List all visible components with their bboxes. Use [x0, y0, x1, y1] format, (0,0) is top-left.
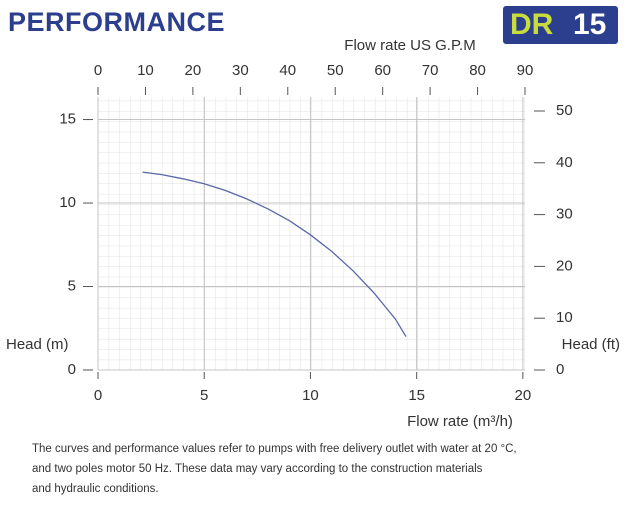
y2-tick-label: 10 [556, 309, 573, 326]
y-tick-label: 5 [68, 277, 76, 294]
badge-number: 15 [573, 8, 606, 41]
y-tick-label: 0 [68, 361, 76, 378]
y2-tick-label: 20 [556, 257, 573, 274]
y2-tick-label: 30 [556, 206, 573, 223]
x2-tick-label: 10 [137, 62, 154, 79]
y-axis-title: Head (m) [6, 336, 69, 353]
x2-tick-label: 60 [374, 62, 391, 79]
y-tick-label: 15 [59, 111, 76, 128]
x2-tick-label: 20 [185, 62, 202, 79]
x2-axis-title: Flow rate US G.P.M [344, 37, 475, 54]
badge [503, 6, 618, 44]
x-tick-label: 15 [408, 387, 425, 404]
x-tick-label: 20 [515, 387, 532, 404]
performance-curve [142, 171, 407, 337]
plot-grid [98, 97, 525, 370]
x-tick-label: 5 [200, 387, 208, 404]
y2-tick-label: 50 [556, 102, 573, 119]
x-tick-label: 10 [302, 387, 319, 404]
x2-tick-label: 70 [422, 62, 439, 79]
x2-tick-label: 50 [327, 62, 344, 79]
x-tick-label: 0 [94, 387, 102, 404]
page-title: PERFORMANCE [8, 7, 225, 37]
x2-tick-label: 40 [279, 62, 296, 79]
x-axis-title: Flow rate (m³/h) [407, 413, 513, 430]
footnote-line: and two poles motor 50 Hz. These data ma… [32, 463, 483, 475]
y-tick-label: 10 [59, 194, 76, 211]
x2-tick-label: 30 [232, 62, 249, 79]
x2-tick-label: 90 [517, 62, 534, 79]
y2-axis-title: Head (ft) [562, 336, 620, 353]
badge-model: DR [510, 8, 554, 41]
y2-tick-label: 0 [556, 361, 564, 378]
y2-tick-label: 40 [556, 154, 573, 171]
x2-tick-label: 0 [94, 62, 102, 79]
footnote-line: The curves and performance values refer … [32, 443, 517, 455]
footnote-line: and hydraulic conditions. [32, 483, 159, 495]
x2-tick-label: 80 [469, 62, 486, 79]
